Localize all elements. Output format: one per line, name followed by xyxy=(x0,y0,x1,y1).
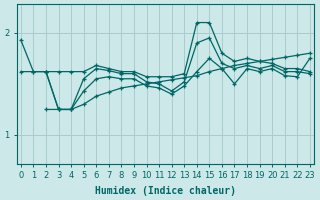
X-axis label: Humidex (Indice chaleur): Humidex (Indice chaleur) xyxy=(95,186,236,196)
